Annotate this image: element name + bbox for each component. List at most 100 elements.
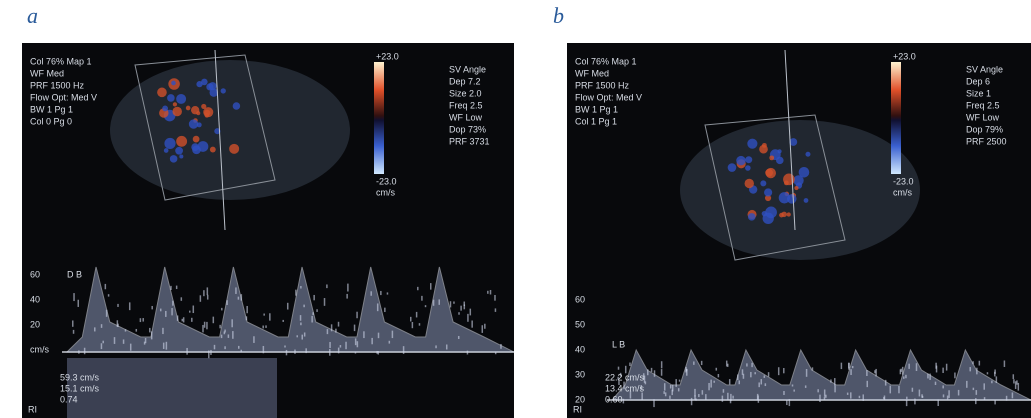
spectral-noise: [105, 284, 107, 289]
spectral-noise: [629, 363, 631, 366]
spectral-noise: [852, 366, 854, 368]
spectral-noise: [1015, 381, 1017, 389]
spectral-noise: [312, 312, 314, 315]
flow-speckle: [210, 147, 216, 153]
spectral-noise: [265, 325, 267, 328]
spectral-noise: [151, 331, 153, 339]
gate-label: L B: [612, 339, 625, 349]
spectral-noise: [106, 310, 108, 317]
spectral-noise: [338, 322, 340, 327]
spectral-noise: [73, 330, 75, 334]
setting-text: PRF 1500 Hz: [575, 80, 630, 90]
spectral-noise: [661, 361, 663, 368]
axis-label: 60: [575, 294, 585, 304]
spectral-noise: [1012, 392, 1014, 398]
spectral-noise: [663, 391, 665, 394]
spectral-noise: [357, 341, 359, 347]
spectral-noise: [94, 327, 96, 331]
spectral-noise: [144, 342, 146, 345]
spectral-noise: [994, 400, 996, 405]
spectral-noise: [356, 312, 358, 319]
spectral-noise: [786, 400, 788, 405]
spectral-noise: [783, 391, 785, 395]
flow-speckle: [745, 156, 752, 163]
spectral-noise: [1013, 379, 1015, 383]
flow-speckle: [787, 212, 791, 216]
spectral-noise: [263, 314, 265, 316]
spectral-noise: [618, 367, 620, 370]
spectral-noise: [213, 317, 215, 324]
spectral-noise: [1013, 374, 1015, 379]
spectral-noise: [739, 380, 741, 384]
spectral-noise: [935, 382, 937, 385]
spectral-noise: [140, 318, 142, 322]
spectral-noise: [331, 324, 333, 331]
spectral-noise: [430, 283, 432, 290]
scale-label: cm/s: [893, 187, 912, 197]
spectral-noise: [764, 375, 766, 378]
flow-speckle: [170, 155, 178, 163]
spectral-noise: [890, 386, 892, 394]
spectral-noise: [301, 335, 303, 340]
spectral-noise: [1018, 383, 1020, 391]
spectral-noise: [966, 381, 968, 388]
spectral-noise: [453, 301, 455, 303]
spectral-noise: [228, 334, 230, 337]
spectral-noise: [698, 394, 700, 397]
spectral-noise: [874, 370, 876, 373]
spectral-noise: [834, 378, 836, 385]
spectral-noise: [490, 290, 492, 294]
spectral-noise: [984, 397, 986, 400]
axis-label: cm/s: [30, 344, 49, 354]
setting-text: BW 1 Pg 1: [30, 104, 73, 114]
spectral-noise: [130, 344, 132, 351]
spectral-noise: [202, 325, 204, 332]
spectral-noise: [284, 345, 286, 347]
spectral-noise: [830, 379, 832, 382]
spectral-noise: [994, 372, 996, 377]
spectral-noise: [702, 390, 704, 395]
spectral-noise: [206, 322, 208, 329]
spectral-noise: [72, 320, 74, 326]
spectral-noise: [338, 348, 340, 354]
spectral-noise: [866, 370, 868, 376]
flow-speckle: [760, 180, 766, 186]
spectral-noise: [976, 390, 978, 395]
doppler-text: Size 1: [966, 88, 991, 98]
spectral-noise: [238, 346, 240, 349]
spectral-noise: [253, 336, 255, 343]
spectral-noise: [162, 328, 164, 334]
spectral-noise: [160, 309, 162, 312]
spectral-noise: [389, 341, 391, 344]
doppler-text: PRF 2500: [966, 136, 1007, 146]
flow-speckle: [776, 157, 784, 165]
setting-text: PRF 1500 Hz: [30, 80, 85, 90]
spectral-noise: [885, 380, 887, 386]
spectral-noise: [664, 383, 666, 390]
setting-text: Col 0 Pg 0: [30, 116, 72, 126]
spectral-noise: [651, 368, 653, 372]
spectral-noise: [976, 368, 978, 375]
spectral-noise: [384, 308, 386, 312]
flow-speckle: [794, 186, 798, 190]
spectral-noise: [824, 397, 826, 400]
spectral-noise: [701, 361, 703, 365]
spectral-noise: [231, 319, 233, 327]
flow-speckle: [164, 148, 169, 153]
spectral-noise: [670, 385, 672, 389]
spectral-noise: [166, 342, 168, 350]
spectral-noise: [316, 309, 318, 312]
spectral-noise: [859, 396, 861, 398]
spectral-noise: [421, 296, 423, 301]
spectral-noise: [730, 394, 732, 401]
spectral-noise: [282, 320, 284, 322]
spectral-noise: [943, 394, 945, 397]
spectral-noise: [294, 350, 296, 354]
doppler-text: Dep 6: [966, 76, 990, 86]
spectral-noise: [793, 390, 795, 392]
spectral-noise: [340, 345, 342, 348]
spectral-noise: [165, 311, 167, 317]
doppler-text: PRF 3731: [449, 136, 490, 146]
panel-label: a: [27, 3, 38, 28]
spectral-noise: [207, 287, 209, 295]
